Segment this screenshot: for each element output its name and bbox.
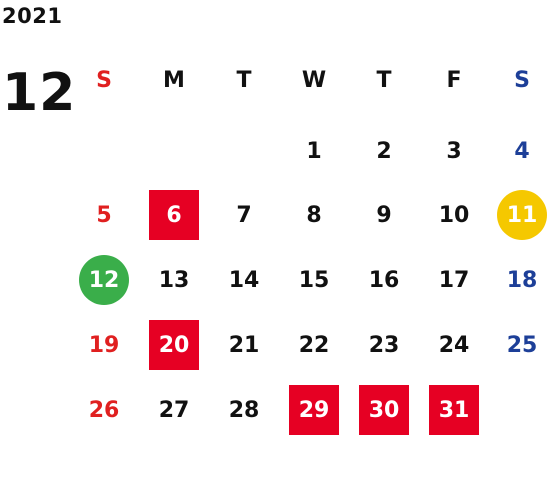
- weekday-header: T: [376, 67, 392, 93]
- day-cell: 22: [298, 332, 330, 358]
- highlighted-day-cell: 29: [289, 385, 339, 435]
- weekday-header: S: [514, 67, 530, 93]
- day-cell: 9: [376, 202, 392, 228]
- day-cell: 27: [158, 397, 190, 423]
- day-cell: 2: [376, 138, 392, 164]
- day-cell: 17: [438, 267, 470, 293]
- highlighted-day-cell: 11: [497, 190, 547, 240]
- day-cell: 24: [438, 332, 470, 358]
- day-cell: 14: [228, 267, 260, 293]
- weekday-header: S: [96, 67, 112, 93]
- weekday-header: M: [163, 67, 185, 93]
- weekday-header: T: [236, 67, 252, 93]
- day-cell: 13: [158, 267, 190, 293]
- day-cell: 21: [228, 332, 260, 358]
- day-cell: 1: [306, 138, 322, 164]
- day-cell: 28: [228, 397, 260, 423]
- day-cell: 3: [446, 138, 462, 164]
- calendar-month: 12: [2, 63, 77, 123]
- highlighted-day-cell: 6: [149, 190, 199, 240]
- highlighted-day-cell: 20: [149, 320, 199, 370]
- day-cell: 10: [438, 202, 470, 228]
- day-cell: 23: [368, 332, 400, 358]
- highlighted-day-cell: 30: [359, 385, 409, 435]
- day-cell: 8: [306, 202, 322, 228]
- weekday-header: F: [446, 67, 462, 93]
- day-cell: 25: [506, 332, 538, 358]
- day-cell: 15: [298, 267, 330, 293]
- day-cell: 5: [96, 202, 112, 228]
- weekday-header: W: [301, 67, 327, 93]
- day-cell: 19: [88, 332, 120, 358]
- day-cell: 18: [506, 267, 538, 293]
- highlighted-day-cell: 31: [429, 385, 479, 435]
- day-cell: 7: [236, 202, 252, 228]
- day-cell: 16: [368, 267, 400, 293]
- day-cell: 4: [514, 138, 530, 164]
- day-cell: 26: [88, 397, 120, 423]
- highlighted-day-cell: 12: [79, 255, 129, 305]
- calendar-year: 2021: [2, 4, 63, 28]
